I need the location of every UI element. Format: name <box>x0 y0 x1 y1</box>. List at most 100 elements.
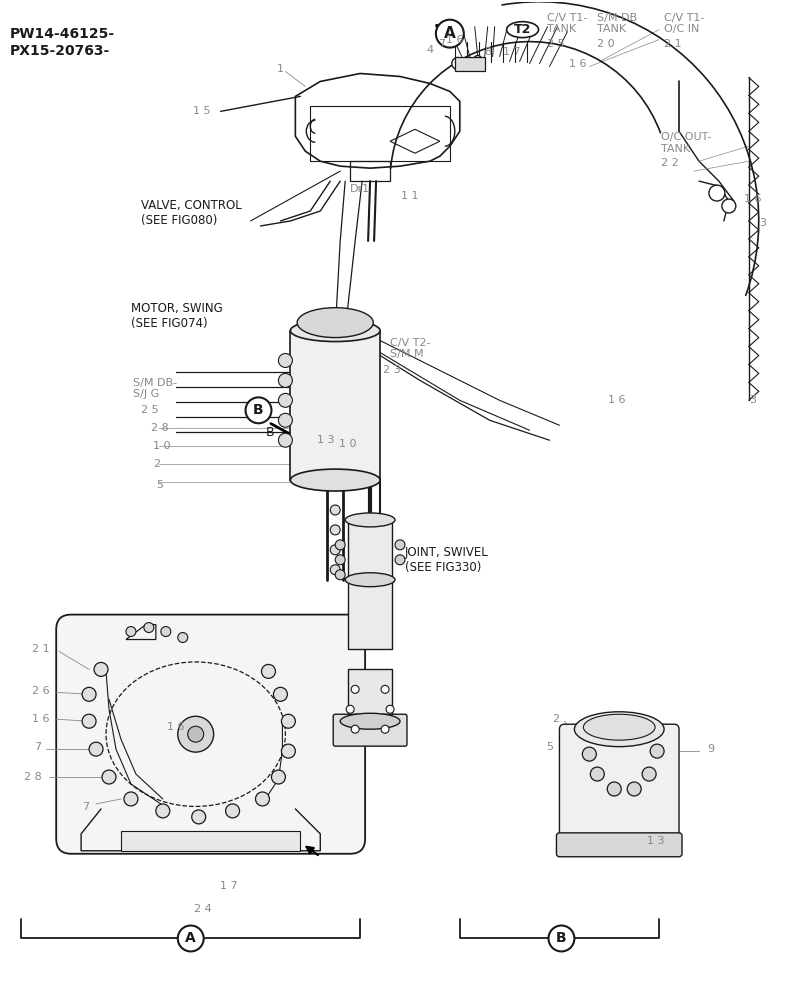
Ellipse shape <box>506 22 538 38</box>
Text: 2 1: 2 1 <box>31 644 50 654</box>
Text: VALVE, CONTROL
(SEE FIG080): VALVE, CONTROL (SEE FIG080) <box>141 199 242 227</box>
Circle shape <box>178 716 214 752</box>
Circle shape <box>330 505 340 515</box>
Text: A: A <box>186 931 196 945</box>
Circle shape <box>351 725 359 733</box>
Ellipse shape <box>345 573 395 587</box>
Circle shape <box>464 58 472 66</box>
Circle shape <box>144 623 154 633</box>
Circle shape <box>395 540 405 550</box>
Circle shape <box>330 525 340 535</box>
Text: 2 1: 2 1 <box>664 39 682 49</box>
Text: 3: 3 <box>758 218 766 228</box>
Text: 2 5: 2 5 <box>547 39 565 49</box>
Circle shape <box>335 570 345 580</box>
Circle shape <box>226 804 239 818</box>
Circle shape <box>161 627 170 637</box>
Text: 1 7: 1 7 <box>220 881 238 891</box>
Text: O/C OUT-
TANK: O/C OUT- TANK <box>661 132 711 154</box>
Circle shape <box>549 926 574 951</box>
Text: B: B <box>253 403 264 417</box>
Text: 1 0: 1 0 <box>339 439 357 449</box>
Circle shape <box>94 662 108 676</box>
Circle shape <box>381 685 389 693</box>
Text: 1 1: 1 1 <box>402 191 418 201</box>
Text: 2 4: 2 4 <box>194 904 211 914</box>
Bar <box>310 106 450 161</box>
Text: 5: 5 <box>546 742 554 752</box>
Text: 7: 7 <box>82 802 89 812</box>
Text: 2 3: 2 3 <box>383 365 401 375</box>
Circle shape <box>255 792 270 806</box>
Circle shape <box>474 56 482 64</box>
Text: 2 8: 2 8 <box>151 423 169 433</box>
Circle shape <box>590 767 604 781</box>
Circle shape <box>330 565 340 575</box>
Text: JOINT, SWIVEL
(SEE FIG330): JOINT, SWIVEL (SEE FIG330) <box>405 546 489 574</box>
Text: 1 7: 1 7 <box>502 47 521 57</box>
Circle shape <box>126 627 136 637</box>
Text: 1 6: 1 6 <box>167 722 185 732</box>
Text: MOTOR, SWING
(SEE FIG074): MOTOR, SWING (SEE FIG074) <box>131 302 222 330</box>
Text: S/M DB
TANK: S/M DB TANK <box>598 13 638 34</box>
Circle shape <box>642 767 656 781</box>
Circle shape <box>278 433 292 447</box>
Circle shape <box>395 555 405 565</box>
Circle shape <box>278 373 292 387</box>
FancyBboxPatch shape <box>56 615 365 854</box>
Text: 1 6: 1 6 <box>744 194 762 204</box>
Circle shape <box>192 810 206 824</box>
Bar <box>455 57 485 71</box>
Circle shape <box>381 725 389 733</box>
Text: 4: 4 <box>426 45 434 55</box>
Circle shape <box>262 664 275 678</box>
Text: 5: 5 <box>156 480 163 490</box>
Text: 2 0: 2 0 <box>598 39 615 49</box>
Circle shape <box>351 685 359 693</box>
Circle shape <box>582 747 596 761</box>
Text: 7: 7 <box>34 742 42 752</box>
Text: Dr1: Dr1 <box>350 184 370 194</box>
Circle shape <box>722 199 736 213</box>
Circle shape <box>274 687 287 701</box>
FancyBboxPatch shape <box>559 724 679 844</box>
Ellipse shape <box>345 513 395 527</box>
Text: 1 6: 1 6 <box>32 714 50 724</box>
Text: 2 5: 2 5 <box>141 405 158 415</box>
Ellipse shape <box>297 308 374 338</box>
Text: 1 6: 1 6 <box>446 35 463 45</box>
Circle shape <box>89 742 103 756</box>
Ellipse shape <box>290 320 380 342</box>
Circle shape <box>178 926 204 951</box>
Text: 2: 2 <box>552 714 559 724</box>
FancyBboxPatch shape <box>557 833 682 857</box>
Text: B: B <box>266 426 274 439</box>
Text: 9: 9 <box>707 744 714 754</box>
Text: 1 5: 1 5 <box>193 106 210 116</box>
Text: C/V T1-
TANK: C/V T1- TANK <box>547 13 588 34</box>
Text: C/V T2-
S/M M: C/V T2- S/M M <box>390 338 430 359</box>
Bar <box>121 831 300 851</box>
Circle shape <box>386 705 394 713</box>
Bar <box>290 331 380 480</box>
Text: C/V T1-
O/C IN: C/V T1- O/C IN <box>664 13 705 34</box>
Text: A: A <box>444 26 456 41</box>
Text: 2 6: 2 6 <box>31 686 50 696</box>
Circle shape <box>124 792 138 806</box>
Ellipse shape <box>340 713 400 729</box>
Text: 1 3: 1 3 <box>317 435 334 445</box>
Circle shape <box>278 354 292 367</box>
Circle shape <box>282 744 295 758</box>
Circle shape <box>188 726 204 742</box>
Circle shape <box>330 545 340 555</box>
Circle shape <box>436 20 464 48</box>
Circle shape <box>156 804 170 818</box>
Text: 1 6: 1 6 <box>569 59 586 69</box>
Text: 8: 8 <box>484 47 491 57</box>
FancyBboxPatch shape <box>334 714 407 746</box>
Text: S/M DB-
S/J G: S/M DB- S/J G <box>133 378 177 399</box>
Circle shape <box>452 58 464 70</box>
Text: 2 2: 2 2 <box>661 158 679 168</box>
Circle shape <box>178 633 188 643</box>
Circle shape <box>82 687 96 701</box>
